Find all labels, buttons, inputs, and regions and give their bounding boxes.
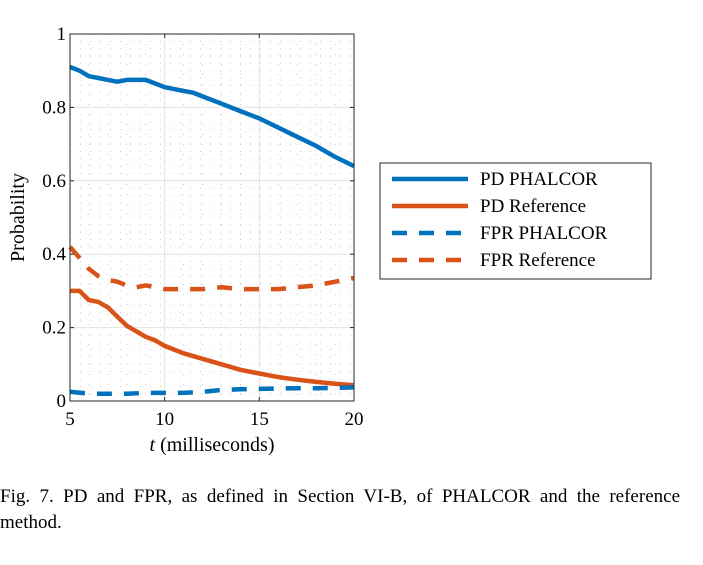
x-tick-label: 15	[250, 409, 269, 430]
axes-box	[69, 33, 355, 402]
x-axis-label-unit: (milliseconds)	[155, 434, 274, 456]
series-line-fpr-reference	[68, 245, 355, 292]
y-tick-label: 1	[57, 24, 67, 45]
chart: 5 10 15 20 0 0.2 0.4 0.6 0.8 1 t (milliseconds) P…	[7, 24, 652, 456]
series-group	[68, 64, 355, 396]
legend-label-pd-reference: PD Reference	[480, 196, 586, 217]
series-line-pd-phalcor	[69, 64, 355, 169]
y-axis-label: Probability	[7, 173, 29, 262]
x-axis-label: t (milliseconds)	[150, 434, 275, 456]
y-tick-label: 0.4	[42, 244, 66, 265]
legend: PD PHALCOR PD Reference FPR PHALCOR FPR Ref…	[379, 162, 652, 280]
series-line-fpr-phalcor	[69, 385, 355, 396]
y-tick-label: 0.6	[42, 171, 66, 192]
y-tick-label: 0.8	[42, 97, 66, 118]
y-tick-label: 0	[57, 391, 67, 412]
x-tick-label: 20	[345, 409, 364, 430]
figure-caption: Fig. 7. PD and FPR, as defined in Sectio…	[0, 486, 680, 533]
y-tick-label: 0.2	[42, 318, 66, 339]
ticks: 5 10 15 20 0 0.2 0.4 0.6 0.8 1	[42, 24, 363, 430]
legend-label-fpr-phalcor: FPR PHALCOR	[480, 223, 608, 244]
grid	[69, 33, 355, 402]
legend-label-pd-phalcor: PD PHALCOR	[480, 169, 598, 190]
legend-label-fpr-reference: FPR Reference	[480, 250, 596, 271]
x-tick-label: 5	[65, 409, 75, 430]
series-line-pd-reference	[70, 288, 355, 388]
x-axis-label-variable: t	[150, 434, 156, 456]
x-tick-label: 10	[155, 409, 174, 430]
